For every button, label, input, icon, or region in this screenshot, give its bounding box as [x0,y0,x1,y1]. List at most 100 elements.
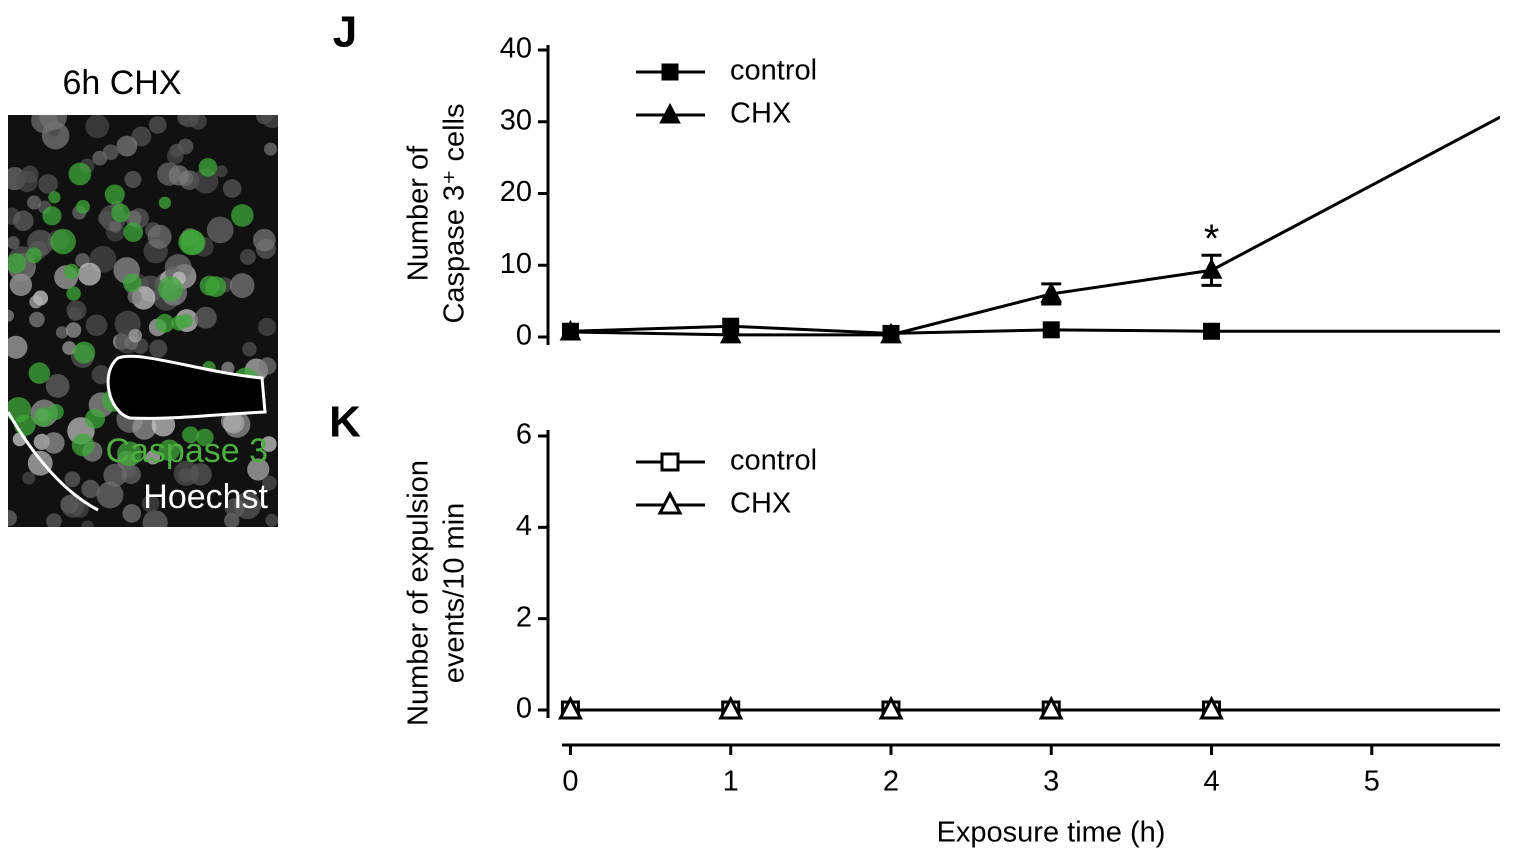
x-tick-label: 3 [1043,766,1059,798]
cell [265,513,278,527]
y-tick-label: 0 [516,693,532,725]
y-axis-label: events/10 min [439,503,471,684]
cell [158,439,181,461]
cell [38,174,58,194]
cell [42,206,62,226]
legend-label: CHX [730,98,791,130]
cell [231,204,254,227]
marker-square [661,63,679,81]
cell [147,224,172,249]
cell [264,142,278,156]
cell [148,116,167,134]
x-tick-label: 5 [1364,766,1380,798]
cell [85,314,108,337]
cell [205,276,227,298]
cell [177,115,200,128]
cell [178,229,205,256]
cell [158,196,172,209]
cell [206,216,234,244]
cell [8,309,15,322]
y-tick-label: 20 [500,176,532,208]
cell [29,295,43,309]
y-tick-label: 10 [500,248,532,280]
cell [8,510,17,527]
x-axis-label: Exposure time (h) [937,817,1166,849]
cell [117,441,142,467]
y-axis-label: Caspase 3⁺ cells [439,103,471,323]
cell [257,317,277,337]
cell [60,495,79,514]
cell [48,191,61,204]
cell [81,479,100,499]
legend-label: control [730,445,817,477]
cell [195,428,214,447]
cell [28,362,51,384]
cell [111,203,130,223]
cell [75,199,90,214]
cell [63,263,80,280]
cell [68,162,92,186]
cell [149,339,168,358]
cell [166,147,184,165]
marker-triangle [557,695,583,720]
marker-triangle [718,695,744,720]
marker-triangle [1038,695,1064,720]
cell [109,220,122,233]
cell [13,210,34,232]
cell [261,115,278,129]
x-tick-label: 1 [723,766,739,798]
cell [122,273,142,293]
series-line [570,324,1500,335]
cell [124,171,142,188]
cell [252,228,276,252]
cell [194,306,217,329]
cell [66,286,81,301]
cell [132,415,157,440]
cell [261,475,277,491]
cell [96,481,124,509]
marker-triangle [559,319,582,341]
cell [71,433,95,457]
cell [43,432,65,454]
cell [182,426,200,444]
image-label: Caspase 3 [105,432,268,470]
y-tick-label: 2 [516,601,532,633]
contour [8,411,99,512]
cell [22,471,36,485]
cell [25,247,42,264]
cell [127,289,142,304]
cell [104,184,125,205]
cell [215,165,228,178]
cell [45,373,70,398]
cell [62,341,77,355]
cell [77,262,101,286]
cell [198,158,218,177]
y-tick-label: 4 [516,510,532,542]
panel-label: K [329,398,361,447]
cell [131,126,152,147]
plot-area [570,115,1500,337]
cell [85,115,110,139]
cell [31,115,58,134]
cell [141,494,160,513]
image-title: 6h CHX [62,64,181,102]
legend-label: control [730,55,817,87]
significance-marker: * [1204,217,1220,261]
x-tick-label: 0 [562,766,578,798]
cell [239,248,256,265]
cell [16,170,38,193]
cell [260,436,277,452]
cell [142,510,168,527]
cell [46,513,62,527]
cell [65,322,82,338]
cell [55,326,69,339]
marker-triangle [719,322,742,344]
cell [224,497,245,519]
cell [47,403,64,420]
cell [222,412,245,434]
marker-square [1042,321,1060,339]
cell [123,222,144,243]
cell [50,228,76,255]
cell [242,341,257,357]
